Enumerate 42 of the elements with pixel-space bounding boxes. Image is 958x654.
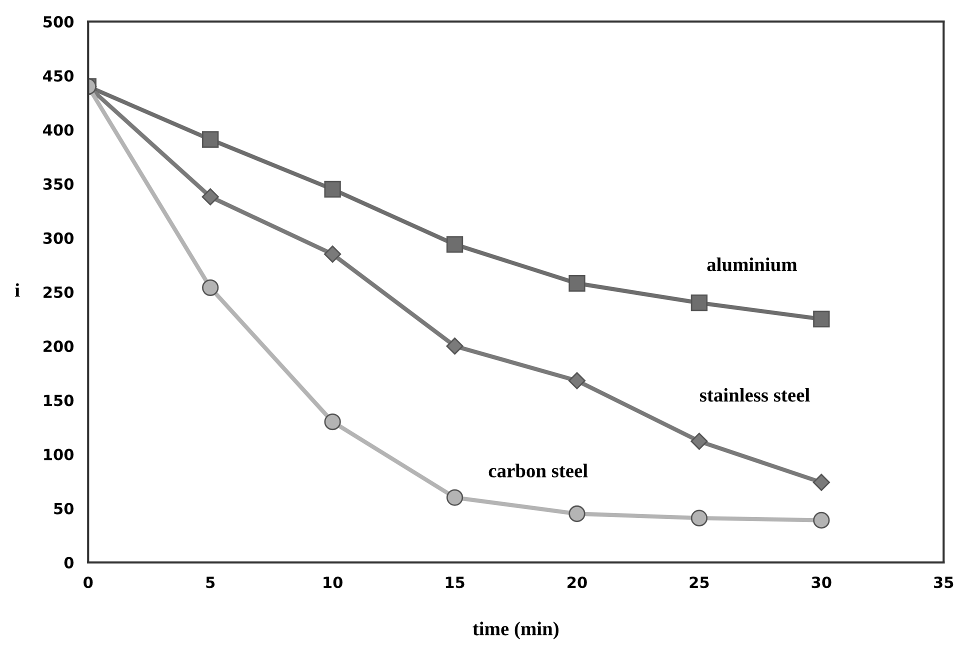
x-tick-label: 15	[446, 576, 464, 588]
point	[446, 489, 464, 506]
y-tick-label: 50	[54, 502, 74, 514]
x-tick-label: 10	[324, 576, 342, 588]
y-tick-label: 150	[44, 394, 74, 406]
point	[568, 275, 586, 292]
x-tick-label: 30	[812, 576, 832, 588]
x-tick-label: 35	[934, 576, 954, 588]
y-tick-label: 0	[64, 556, 74, 568]
x-tick-label: 0	[84, 576, 93, 588]
point	[446, 236, 464, 253]
point	[446, 338, 464, 355]
y-tick-label: 250	[44, 286, 74, 298]
point	[568, 372, 586, 390]
point	[324, 180, 341, 198]
point	[202, 188, 219, 206]
point	[324, 246, 342, 263]
series-label: stainless steel	[700, 388, 810, 402]
y-tick-label: 450	[43, 70, 74, 82]
point	[324, 413, 341, 430]
y-tick-label: 350	[43, 178, 74, 190]
series-label: aluminium	[707, 257, 798, 272]
y-tick-label: 200	[44, 340, 74, 352]
point	[690, 510, 708, 526]
point	[202, 279, 219, 296]
point	[813, 512, 830, 529]
y-tick-label: 500	[44, 16, 74, 28]
point	[690, 294, 708, 312]
series-label: carbon steel	[488, 464, 588, 478]
point	[813, 310, 830, 328]
point	[568, 505, 586, 522]
y-axis-title: i	[15, 283, 20, 297]
x-tick-label: 5	[206, 576, 215, 588]
point	[812, 474, 830, 491]
point	[690, 432, 708, 450]
x-tick-label: 20	[568, 576, 587, 588]
y-tick-label: 400	[43, 124, 74, 136]
y-tick-label: 100	[44, 448, 74, 460]
point	[202, 131, 219, 148]
x-axis-title: time (min)	[472, 622, 558, 640]
x-tick-label: 25	[690, 576, 709, 588]
y-tick-label: 300	[43, 232, 74, 244]
